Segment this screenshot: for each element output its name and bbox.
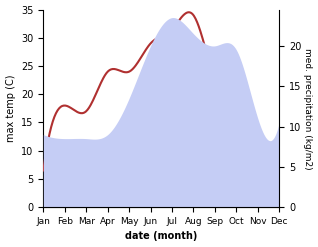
X-axis label: date (month): date (month) (125, 231, 197, 242)
Y-axis label: max temp (C): max temp (C) (5, 75, 16, 142)
Y-axis label: med. precipitation (kg/m2): med. precipitation (kg/m2) (303, 48, 313, 169)
